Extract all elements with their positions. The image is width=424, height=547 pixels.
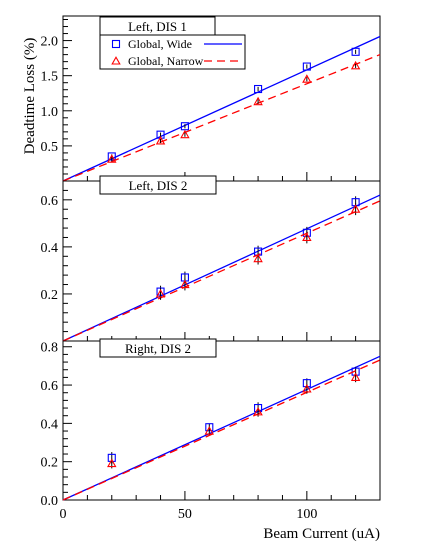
data-point: [180, 279, 190, 289]
data-point: [155, 136, 166, 145]
panel-left-dis2: 0.2 0.4 0.6 Left, DIS 2: [41, 175, 381, 342]
fit-line: [62, 200, 381, 342]
panel-left-dis1: 0.5 1.0 1.5 2.0 Left, DIS 1 Global, Wide Globa…: [41, 15, 381, 182]
y-tick-label: 0.6: [41, 194, 59, 209]
legend-label: Global, Wide: [128, 37, 192, 51]
panel-title-box: [99, 175, 217, 195]
data-point: [302, 74, 312, 83]
data-point: [350, 372, 361, 381]
legend-marker: [111, 39, 121, 49]
y-tick-label: 0.4: [41, 417, 59, 432]
fit-line: [62, 53, 381, 182]
data-point: [350, 60, 361, 70]
legend: [99, 34, 246, 70]
y-tick-label: 2.0: [41, 35, 59, 50]
y-tick-label: 0.2: [41, 456, 59, 471]
panel-title: Left, DIS 1: [128, 19, 187, 34]
y-tick-label: 0.8: [41, 341, 59, 356]
data-point: [253, 253, 263, 263]
data-point: [302, 62, 311, 71]
x-tick-label: 100: [296, 507, 317, 522]
y-tick-label: 0.2: [41, 288, 59, 303]
data-point: [107, 458, 117, 468]
data-point: [155, 289, 166, 298]
y-tick-label: 0.0: [41, 494, 59, 509]
panel-right-dis2: 0.0 0.2 0.4 0.6 0.8 0 50 100 Right, DIS 2: [41, 338, 381, 522]
data-point: [302, 383, 312, 393]
y-tick-label: 0.5: [41, 140, 59, 155]
y-tick-label: 0.6: [41, 379, 59, 394]
y-tick-label: 1.0: [41, 105, 59, 120]
data-point: [204, 426, 215, 435]
fit-line: [62, 194, 381, 342]
fit-line: [62, 359, 381, 501]
panel-title: Right, DIS 2: [125, 341, 191, 356]
data-point: [253, 406, 263, 416]
data-point: [254, 84, 263, 94]
plot-frame: [62, 180, 381, 342]
data-point: [107, 154, 117, 163]
data-point: [351, 47, 360, 56]
x-tick-label: 0: [60, 507, 67, 522]
axis-titles: Deadtime Loss (%) Beam Current (uA): [22, 38, 380, 542]
legend-marker: [111, 56, 121, 65]
plot-frame: [62, 340, 381, 501]
data-point: [302, 232, 312, 242]
panel-title: Left, DIS 2: [129, 178, 188, 193]
legend-label: Global, Narrow: [128, 54, 204, 68]
data-point: [350, 204, 361, 213]
data-point: [253, 96, 263, 106]
panel-title-box: [99, 338, 217, 358]
x-tick-label: 50: [178, 507, 192, 522]
data-point: [180, 129, 190, 139]
x-axis-title: Beam Current (uA): [263, 526, 380, 542]
y-tick-label: 0.4: [41, 241, 59, 256]
y-axis-title: Deadtime Loss (%): [22, 38, 38, 155]
fit-line: [62, 35, 381, 182]
y-tick-label: 1.5: [41, 70, 59, 85]
